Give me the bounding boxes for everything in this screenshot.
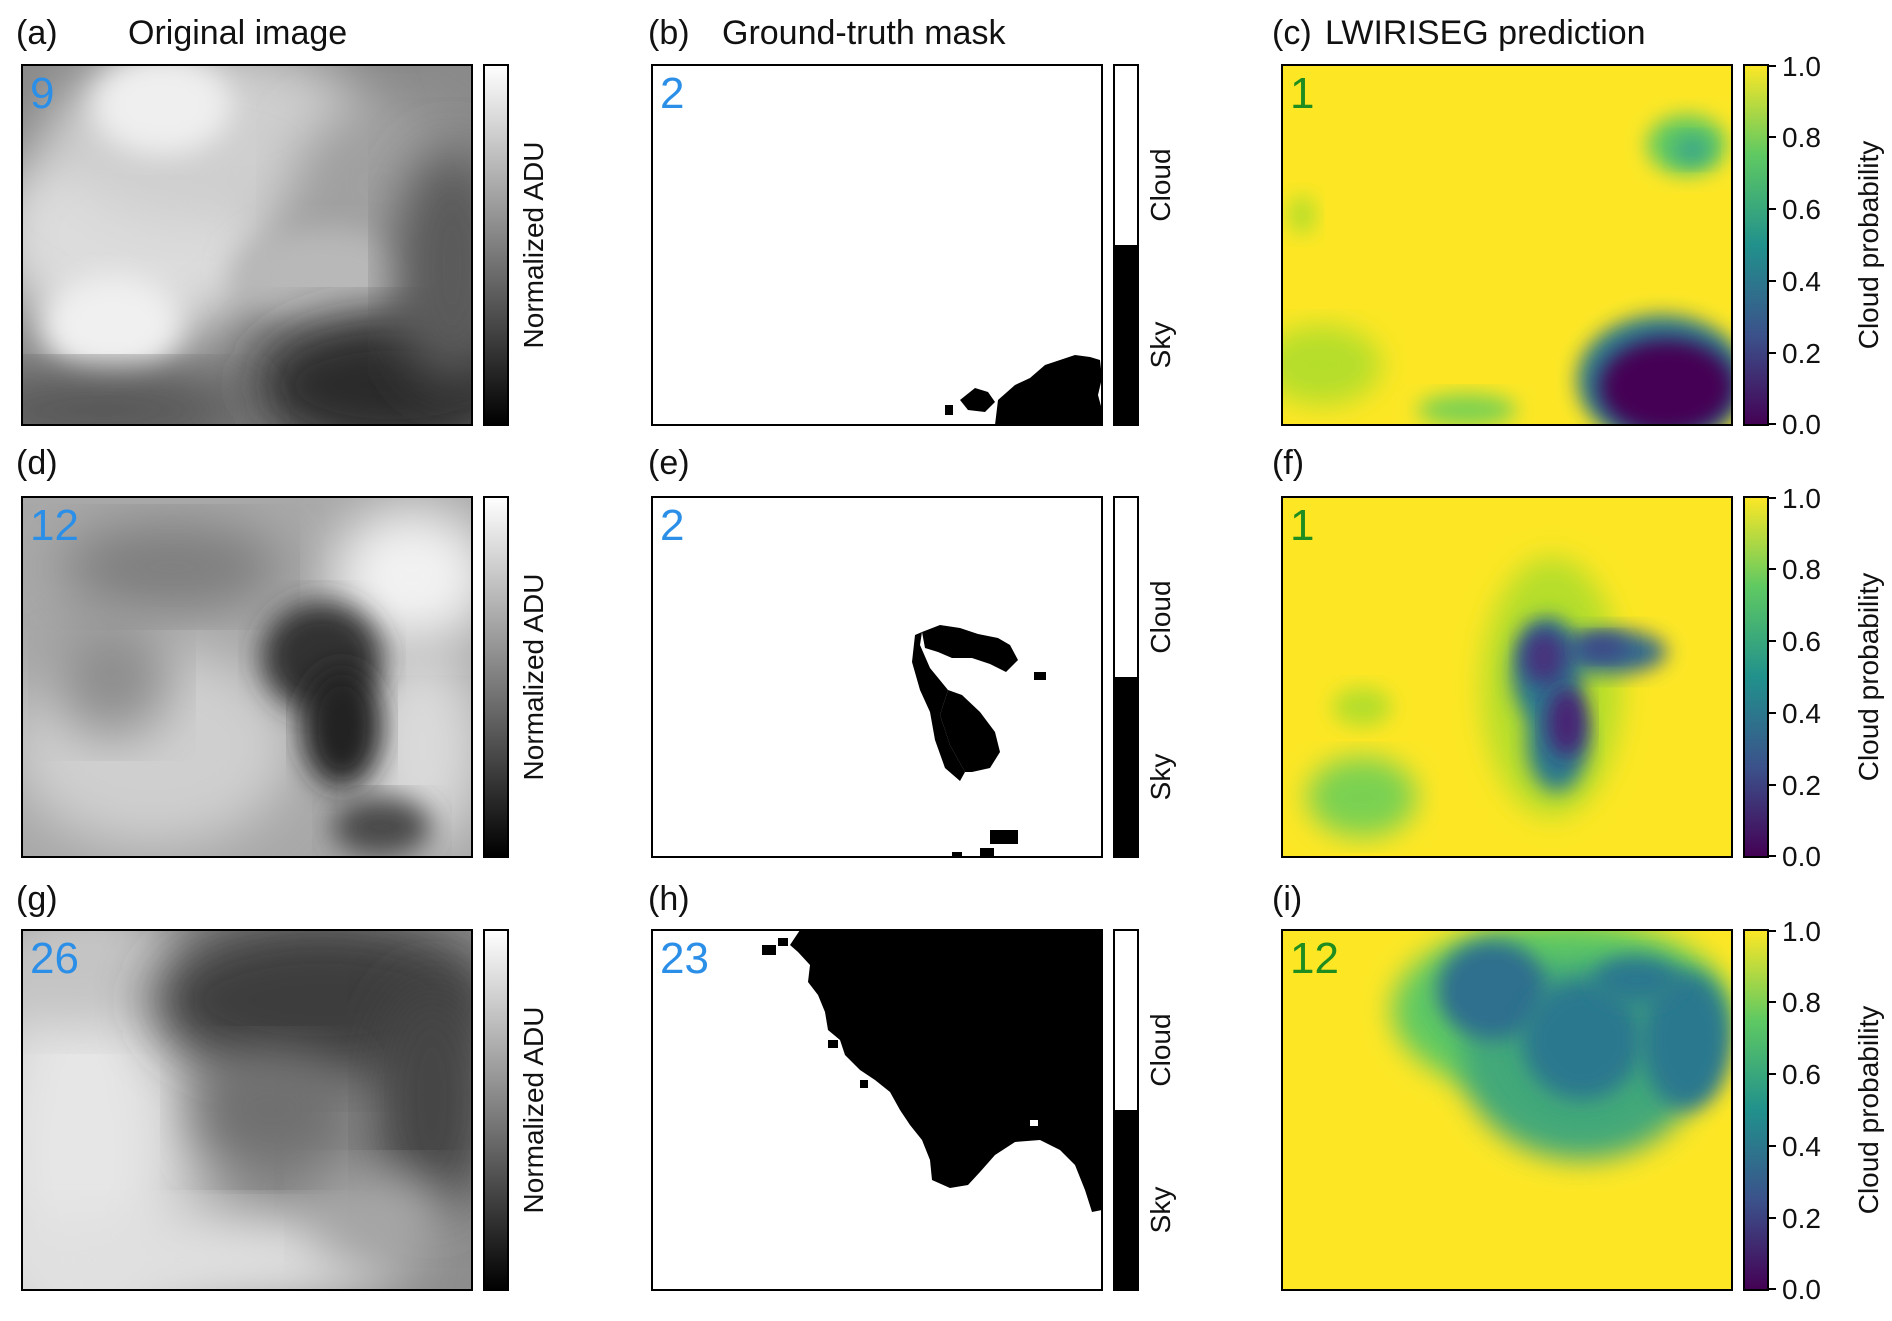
ground-truth-mask-h <box>651 929 1103 1291</box>
tick-label-i-0.6: 0.6 <box>1782 1059 1821 1090</box>
tick-label-c-1.0: 1.0 <box>1782 51 1821 82</box>
colorbar-label-f: Cloud probability <box>1853 573 1884 782</box>
colorbar-viridis-f <box>1743 496 1776 858</box>
cloud-count-h: 23 <box>660 934 709 983</box>
colorbar-gray-d <box>483 496 509 858</box>
tick-label-c-0.2: 0.2 <box>1782 338 1821 369</box>
colorbar-label-sky-b: Sky <box>1145 322 1176 369</box>
tick-label-f-0.0: 0.0 <box>1782 841 1821 872</box>
colorbar-binary-h <box>1113 929 1139 1291</box>
colorbar-label-g: Normalized ADU <box>518 1007 549 1214</box>
colorbar-binary-b <box>1113 64 1139 426</box>
tick-label-f-0.6: 0.6 <box>1782 626 1821 657</box>
panel-tag-i: (i) <box>1272 880 1302 918</box>
panel-tag-a: (a) <box>16 14 58 52</box>
prediction-i <box>1281 929 1733 1291</box>
tick-label-f-0.4: 0.4 <box>1782 698 1821 729</box>
tick-label-c-0.6: 0.6 <box>1782 194 1821 225</box>
tick-label-i-0.0: 0.0 <box>1782 1274 1821 1305</box>
original-image-a <box>21 64 473 426</box>
colorbar-gray-g <box>483 929 509 1291</box>
column-title-original: Original image <box>128 14 347 52</box>
tick-label-f-1.0: 1.0 <box>1782 483 1821 514</box>
cloud-count-c: 1 <box>1290 69 1314 118</box>
tick-label-i-0.4: 0.4 <box>1782 1131 1821 1162</box>
tick-label-c-0.4: 0.4 <box>1782 266 1821 297</box>
panel-tag-e: (e) <box>648 444 690 482</box>
prediction-c <box>1281 64 1733 426</box>
colorbar-label-cloud-b: Cloud <box>1145 148 1176 221</box>
colorbar-viridis-c <box>1743 64 1776 426</box>
colorbar-label-c: Cloud probability <box>1853 141 1884 350</box>
panel-tag-f: (f) <box>1272 444 1304 482</box>
tick-label-i-1.0: 1.0 <box>1782 916 1821 947</box>
colorbar-label-cloud-e: Cloud <box>1145 580 1176 653</box>
ground-truth-mask-e <box>651 496 1103 858</box>
cloud-count-a: 9 <box>30 69 54 118</box>
prediction-f <box>1281 496 1733 858</box>
tick-label-f-0.2: 0.2 <box>1782 770 1821 801</box>
panel-tag-b: (b) <box>648 14 690 52</box>
colorbar-label-cloud-h: Cloud <box>1145 1013 1176 1086</box>
colorbar-ticks-f <box>1768 497 1776 857</box>
tick-label-f-0.8: 0.8 <box>1782 554 1821 585</box>
tick-label-c-0.8: 0.8 <box>1782 122 1821 153</box>
colorbar-binary-e <box>1113 496 1139 858</box>
cloud-count-b: 2 <box>660 69 684 118</box>
colorbar-ticks-i <box>1768 930 1776 1290</box>
panel-tag-d: (d) <box>16 444 58 482</box>
original-image-g <box>21 929 473 1291</box>
colorbar-ticks-c <box>1768 65 1776 425</box>
panel-tag-g: (g) <box>16 880 58 918</box>
ground-truth-mask-b <box>651 64 1103 426</box>
original-image-d <box>21 496 473 858</box>
panel-tag-c: (c) <box>1272 14 1312 52</box>
cloud-count-d: 12 <box>30 501 79 550</box>
colorbar-label-d: Normalized ADU <box>518 574 549 781</box>
colorbar-gray-a <box>483 64 509 426</box>
cloud-count-g: 26 <box>30 934 79 983</box>
cloud-count-i: 12 <box>1290 934 1339 983</box>
cloud-count-f: 1 <box>1290 501 1314 550</box>
cloud-count-e: 2 <box>660 501 684 550</box>
column-title-prediction: LWIRISEG prediction <box>1325 14 1646 52</box>
colorbar-label-sky-h: Sky <box>1145 1187 1176 1234</box>
colorbar-label-a: Normalized ADU <box>518 142 549 349</box>
colorbar-viridis-i <box>1743 929 1776 1291</box>
tick-label-i-0.2: 0.2 <box>1782 1203 1821 1234</box>
tick-label-i-0.8: 0.8 <box>1782 987 1821 1018</box>
colorbar-label-i: Cloud probability <box>1853 1006 1884 1215</box>
tick-label-c-0.0: 0.0 <box>1782 409 1821 440</box>
panel-tag-h: (h) <box>648 880 690 918</box>
colorbar-label-sky-e: Sky <box>1145 754 1176 801</box>
column-title-mask: Ground-truth mask <box>722 14 1006 52</box>
